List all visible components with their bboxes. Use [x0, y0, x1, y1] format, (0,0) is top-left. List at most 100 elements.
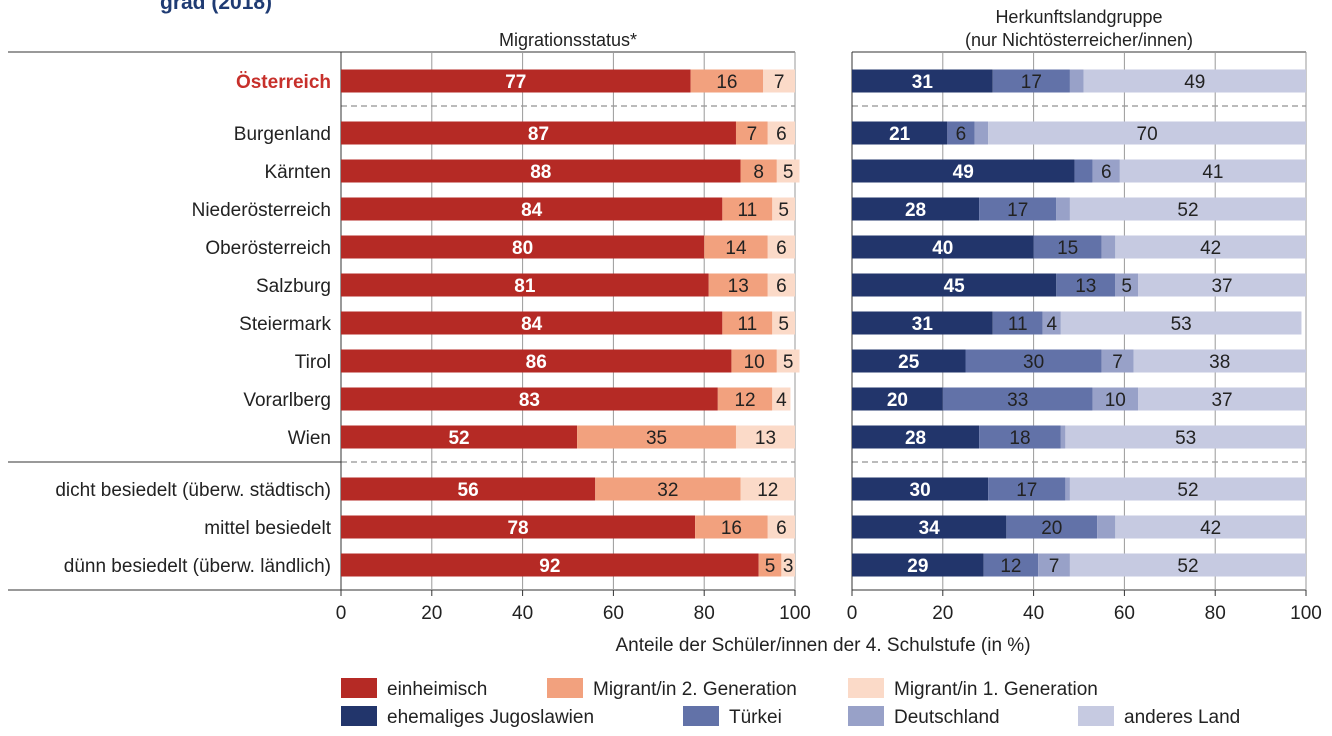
- x-tick-label-panel-1: 60: [603, 603, 624, 624]
- bar-value-label: 77: [505, 72, 526, 93]
- bar-panel-2-series-4: [1069, 553, 1306, 577]
- bar-value-label: 15: [1057, 238, 1078, 259]
- bar-value-label: 5: [783, 162, 794, 183]
- bar-value-label: 12: [1000, 556, 1021, 577]
- legend-swatch: [848, 706, 884, 726]
- bar-panel-1-series-1: [341, 235, 705, 259]
- bar-value-label: 7: [1112, 352, 1123, 373]
- bar-value-label: 10: [1105, 390, 1126, 411]
- bar-panel-2-series-3: [1069, 69, 1084, 93]
- x-tick-label-panel-2: 80: [1205, 603, 1226, 624]
- bar-panel-1-series-2: [735, 121, 768, 145]
- bar-value-label: 14: [725, 238, 747, 259]
- bar-value-label: 34: [919, 518, 941, 539]
- bar-panel-2-series-2: [992, 69, 1070, 93]
- bar-value-label: 49: [953, 162, 974, 183]
- bar-panel-1-series-2: [595, 477, 741, 501]
- bar-value-label: 80: [512, 238, 533, 259]
- bar-panel-2-series-4: [1069, 477, 1306, 501]
- bar-value-label: 83: [519, 390, 540, 411]
- category-label: Steiermark: [239, 314, 331, 335]
- bar-value-label: 6: [776, 276, 787, 297]
- x-tick-label-panel-2: 0: [847, 603, 858, 624]
- bar-panel-2-series-3: [1097, 515, 1116, 539]
- bar-panel-1-series-3: [767, 515, 795, 539]
- bar-panel-1-series-1: [341, 387, 718, 411]
- x-tick-label-panel-2: 100: [1290, 603, 1322, 624]
- legend-label: Migrant/in 2. Generation: [593, 679, 797, 700]
- bar-value-label: 16: [716, 72, 737, 93]
- panel-title: Migrationsstatus*: [499, 30, 637, 50]
- bar-panel-1-series-1: [341, 425, 578, 449]
- bar-value-label: 12: [757, 480, 778, 501]
- bar-panel-1-series-3: [772, 197, 795, 221]
- bar-panel-2-series-4: [1083, 69, 1306, 93]
- bar-value-label: 6: [776, 518, 787, 539]
- bar-panel-2-series-4: [1138, 273, 1306, 297]
- x-tick-label-panel-2: 40: [1023, 603, 1044, 624]
- bar-value-label: 7: [1049, 556, 1060, 577]
- legend-swatch: [1078, 706, 1114, 726]
- bar-value-label: 70: [1137, 124, 1158, 145]
- bar-value-label: 38: [1209, 352, 1230, 373]
- bar-panel-1-series-2: [690, 69, 764, 93]
- bar-value-label: 35: [646, 428, 667, 449]
- bar-panel-1-series-1: [341, 349, 732, 373]
- bar-panel-1-series-2: [577, 425, 736, 449]
- bar-panel-2-series-1: [852, 311, 993, 335]
- bar-panel-2-series-2: [947, 121, 975, 145]
- bar-value-label: 31: [912, 314, 934, 335]
- bar-value-label: 20: [887, 390, 908, 411]
- bar-value-label: 6: [776, 238, 787, 259]
- legend-label: einheimisch: [387, 679, 487, 700]
- bar-value-label: 25: [898, 352, 920, 373]
- bar-value-label: 30: [1023, 352, 1044, 373]
- category-label: Oberösterreich: [205, 238, 331, 259]
- bar-panel-2-series-2: [1074, 159, 1093, 183]
- bar-value-label: 86: [526, 352, 547, 373]
- bar-value-label: 5: [783, 352, 794, 373]
- bar-panel-1-series-3: [772, 387, 791, 411]
- bar-panel-1-series-2: [695, 515, 768, 539]
- bar-value-label: 52: [1177, 556, 1198, 577]
- legend-label: Migrant/in 1. Generation: [894, 679, 1098, 700]
- bar-panel-2-series-1: [852, 273, 1057, 297]
- bar-value-label: 88: [530, 162, 551, 183]
- bar-panel-2-series-1: [852, 235, 1034, 259]
- bar-value-label: 53: [1171, 314, 1192, 335]
- bar-panel-2-series-1: [852, 515, 1007, 539]
- bar-value-label: 42: [1200, 238, 1221, 259]
- category-label: dünn besiedelt (überw. ländlich): [64, 556, 331, 577]
- bar-panel-2-series-3: [1056, 197, 1070, 221]
- bar-panel-2-series-2: [1056, 273, 1116, 297]
- bar-value-label: 16: [721, 518, 742, 539]
- bar-value-label: 5: [765, 556, 776, 577]
- legend-swatch: [341, 678, 377, 698]
- bar-value-label: 8: [753, 162, 764, 183]
- legend-swatch: [547, 678, 583, 698]
- x-tick-label-panel-1: 0: [336, 603, 347, 624]
- x-tick-label-panel-1: 100: [779, 603, 811, 624]
- bar-panel-2-series-2: [979, 197, 1057, 221]
- bar-value-label: 56: [458, 480, 479, 501]
- bar-panel-2-series-2: [942, 387, 1093, 411]
- bar-value-label: 18: [1009, 428, 1030, 449]
- bar-panel-1-series-2: [758, 553, 782, 577]
- bar-panel-2-series-1: [852, 197, 980, 221]
- bar-value-label: 28: [905, 200, 926, 221]
- bar-panel-1-series-2: [731, 349, 777, 373]
- bar-panel-2-series-3: [1092, 159, 1120, 183]
- bar-panel-2-series-4: [1115, 235, 1306, 259]
- bar-value-label: 92: [539, 556, 560, 577]
- bar-panel-2-series-1: [852, 121, 948, 145]
- bar-panel-1-series-1: [341, 273, 709, 297]
- bar-value-label: 32: [657, 480, 678, 501]
- bar-value-label: 17: [1007, 200, 1028, 221]
- bar-value-label: 4: [1046, 314, 1057, 335]
- bar-panel-2-series-3: [1065, 477, 1070, 501]
- legend-label: Türkei: [729, 707, 782, 728]
- bar-panel-2-series-2: [965, 349, 1102, 373]
- bar-value-label: 11: [737, 200, 757, 221]
- bar-value-label: 5: [778, 200, 789, 221]
